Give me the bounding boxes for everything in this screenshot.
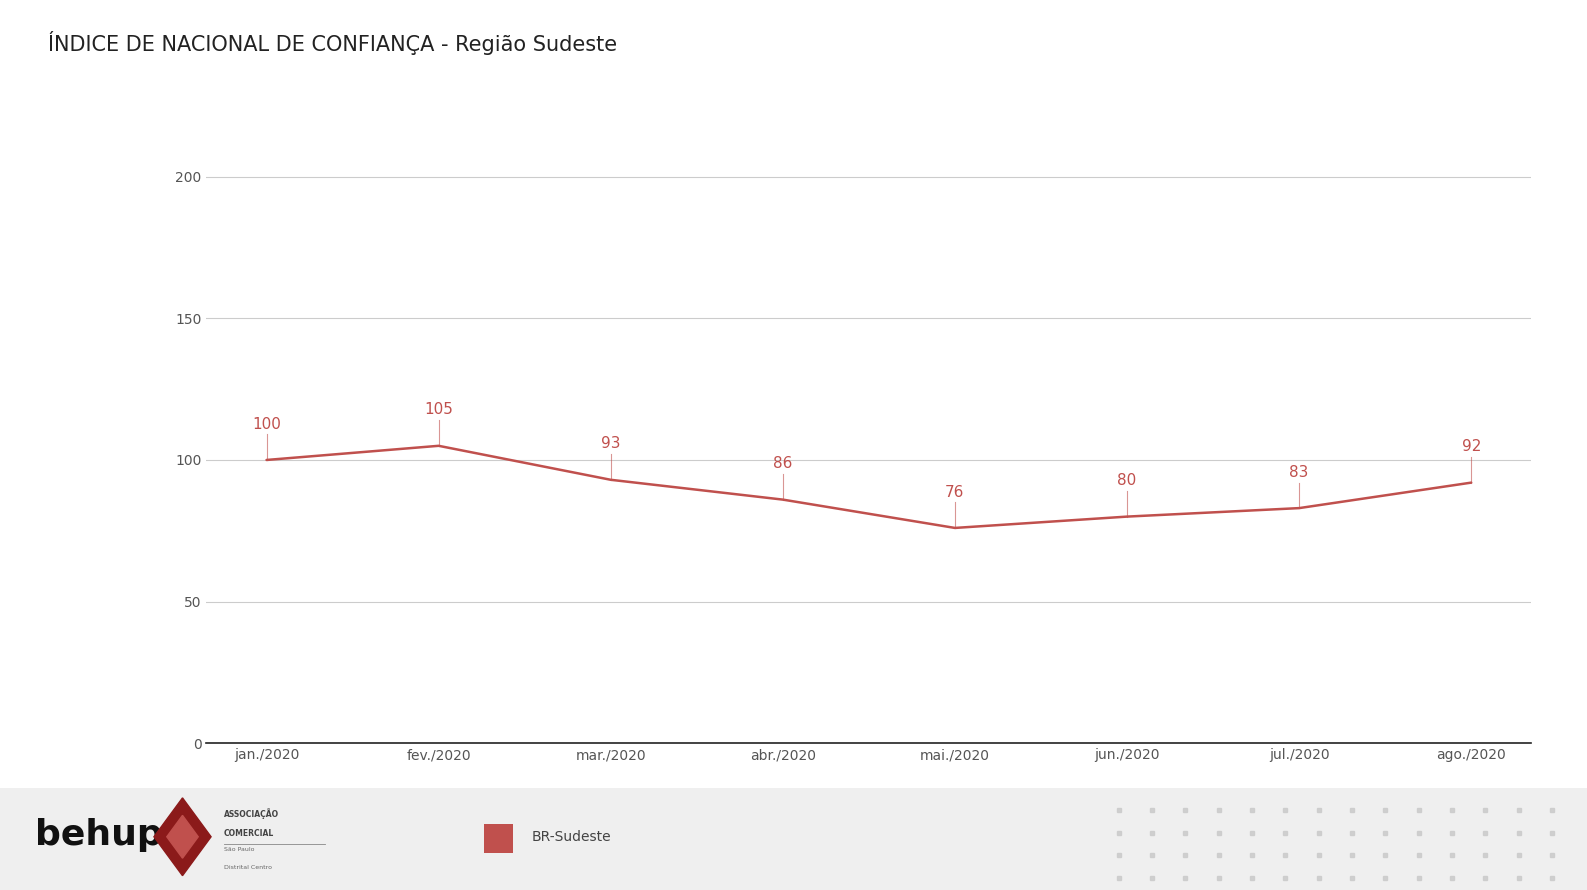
Text: São Paulo: São Paulo [224, 847, 254, 852]
Text: 105: 105 [424, 402, 452, 417]
Text: 100: 100 [252, 417, 281, 432]
Text: 93: 93 [601, 436, 621, 451]
Text: 76: 76 [946, 485, 965, 499]
Text: BR-Sudeste: BR-Sudeste [532, 829, 611, 844]
FancyBboxPatch shape [484, 824, 513, 854]
Polygon shape [154, 797, 211, 876]
Text: 86: 86 [773, 457, 792, 472]
Text: 80: 80 [1117, 473, 1136, 489]
Text: COMERCIAL: COMERCIAL [224, 829, 275, 837]
Text: ASSOCIAÇÃO: ASSOCIAÇÃO [224, 808, 279, 819]
Text: 92: 92 [1462, 440, 1481, 454]
Text: behup: behup [35, 818, 162, 852]
Text: Distrital Centro: Distrital Centro [224, 865, 271, 870]
Polygon shape [167, 815, 198, 858]
Text: 83: 83 [1289, 465, 1309, 480]
Text: ÍNDICE DE NACIONAL DE CONFIANÇA - Região Sudeste: ÍNDICE DE NACIONAL DE CONFIANÇA - Região… [48, 31, 617, 55]
